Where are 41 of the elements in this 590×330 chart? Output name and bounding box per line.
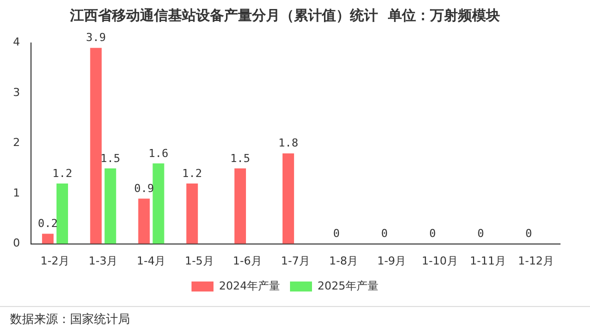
data-label: 1.5: [100, 152, 120, 165]
bar: [152, 163, 164, 244]
x-tick-label: 1-11月: [470, 254, 506, 268]
data-label: 0: [333, 227, 340, 240]
data-label: 0: [381, 227, 388, 240]
data-label: 0: [429, 227, 436, 240]
legend-label: 2024年产量: [219, 279, 280, 292]
x-tick-label: 1-12月: [518, 254, 554, 268]
legend-label: 2025年产量: [318, 279, 378, 292]
data-label: 3.9: [86, 31, 106, 44]
y-tick-label: 2: [13, 136, 20, 150]
data-label: 1.5: [230, 152, 250, 165]
y-tick-label: 3: [13, 86, 20, 99]
y-tick-label: 0: [13, 236, 20, 250]
source-note: 数据来源：国家统计局: [10, 312, 130, 326]
bar: [56, 184, 68, 244]
x-tick-label: 1-5月: [184, 254, 214, 268]
data-label: 1.2: [182, 166, 202, 180]
bar: [138, 198, 150, 244]
data-label: 0: [477, 227, 484, 240]
x-tick-label: 1-3月: [88, 254, 118, 268]
x-tick-label: 1-8月: [329, 254, 358, 268]
x-tick-label: 1-6月: [232, 254, 262, 268]
y-tick-label: 4: [13, 36, 20, 49]
x-tick-label: 1-4月: [136, 254, 166, 268]
data-label: 1.6: [148, 146, 168, 160]
x-tick-label: 1-10月: [422, 254, 458, 268]
bar: [42, 234, 54, 244]
data-label: 1.8: [278, 136, 298, 150]
bar: [186, 184, 198, 244]
x-tick-label: 1-9月: [377, 254, 406, 268]
bar: [234, 168, 246, 244]
bar: [104, 168, 116, 244]
bar: [282, 153, 294, 244]
x-tick-label: 1-2月: [40, 254, 70, 268]
chart-title: 江西省移动通信基站设备产量分月（累计值）统计 单位：万射频模块: [69, 7, 500, 24]
bar: [90, 48, 102, 244]
data-label: 0: [525, 227, 532, 240]
data-label: 1.2: [52, 166, 72, 180]
y-tick-label: 1: [13, 186, 20, 200]
x-tick-label: 1-7月: [281, 254, 310, 268]
